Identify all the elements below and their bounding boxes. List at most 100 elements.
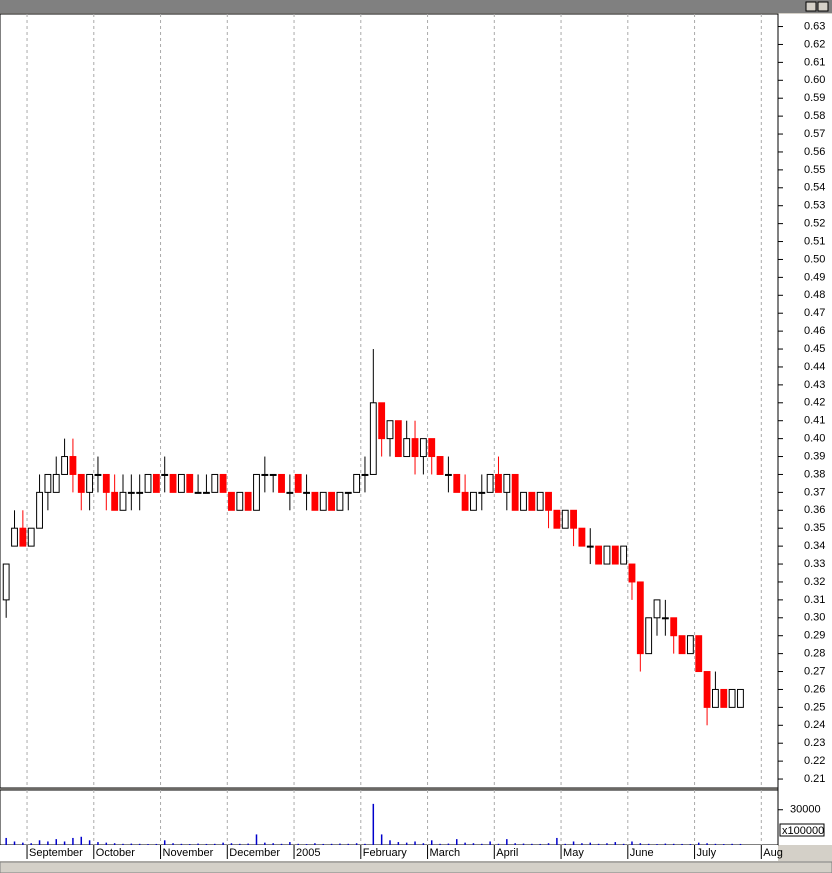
candle-body bbox=[169, 473, 177, 493]
y-tick-label: 0.28 bbox=[804, 648, 825, 660]
y-tick-label: 0.33 bbox=[804, 558, 825, 570]
candle-body bbox=[353, 473, 361, 493]
volume-unit: x100000 bbox=[782, 825, 824, 837]
y-tick-label: 0.35 bbox=[804, 522, 825, 534]
candle-body bbox=[261, 473, 269, 476]
x-tick-label: Aug bbox=[763, 847, 783, 859]
y-tick-label: 0.39 bbox=[804, 450, 825, 462]
candle-body bbox=[403, 438, 411, 458]
y-tick-label: 0.24 bbox=[804, 719, 825, 731]
y-tick-label: 0.43 bbox=[804, 379, 825, 391]
candle-body bbox=[211, 473, 219, 493]
candle-body bbox=[336, 491, 344, 511]
candle-body bbox=[586, 545, 594, 548]
y-tick-label: 0.56 bbox=[804, 146, 825, 158]
y-tick-label: 0.50 bbox=[804, 253, 825, 265]
y-tick-label: 0.27 bbox=[804, 665, 825, 677]
candle-body bbox=[194, 491, 202, 494]
x-tick-label: February bbox=[363, 847, 408, 859]
y-tick-label: 0.32 bbox=[804, 576, 825, 588]
x-tick-label: November bbox=[163, 847, 214, 859]
y-tick-label: 0.49 bbox=[804, 271, 825, 283]
date-axis bbox=[0, 845, 778, 861]
candle-body bbox=[470, 491, 477, 511]
candle-body bbox=[269, 473, 277, 476]
y-tick-label: 0.60 bbox=[804, 74, 825, 86]
minimize-button[interactable] bbox=[805, 1, 817, 12]
x-tick-label: December bbox=[229, 847, 280, 859]
candle-body bbox=[378, 402, 386, 440]
x-tick-label: May bbox=[563, 847, 584, 859]
candle-body bbox=[545, 491, 552, 511]
y-tick-label: 0.31 bbox=[804, 594, 825, 606]
candle-body bbox=[695, 635, 703, 673]
candle-body bbox=[436, 456, 444, 475]
candle-body bbox=[161, 473, 169, 476]
candle-body bbox=[319, 491, 327, 511]
scroll-bar[interactable] bbox=[0, 861, 832, 873]
candle-body bbox=[61, 456, 69, 475]
candle-body bbox=[486, 473, 494, 493]
candle-body bbox=[411, 438, 419, 458]
volume-panel bbox=[0, 789, 779, 846]
y-tick-label: 0.25 bbox=[804, 701, 825, 713]
y-tick-label: 0.58 bbox=[804, 110, 825, 122]
y-tick-label: 0.42 bbox=[804, 397, 825, 409]
candle-body bbox=[236, 491, 244, 511]
candle-body bbox=[186, 473, 194, 493]
candle-body bbox=[86, 473, 94, 493]
y-tick-label: 0.54 bbox=[804, 182, 825, 194]
candle-body bbox=[144, 473, 152, 493]
y-tick-label: 0.29 bbox=[804, 630, 825, 642]
candle-body bbox=[344, 491, 352, 494]
candle-body bbox=[278, 473, 285, 493]
candle-body bbox=[52, 473, 60, 493]
y-tick-label: 0.34 bbox=[804, 540, 825, 552]
y-tick-label: 0.40 bbox=[804, 433, 825, 445]
candle-body bbox=[386, 420, 394, 440]
candle-body bbox=[511, 473, 519, 511]
y-tick-label: 0.57 bbox=[804, 128, 825, 140]
candle-body bbox=[94, 473, 102, 476]
y-tick-label: 0.55 bbox=[804, 164, 825, 176]
candle-body bbox=[678, 635, 686, 655]
candle-body bbox=[27, 527, 35, 547]
y-tick-label: 0.36 bbox=[804, 504, 825, 516]
candle-body bbox=[111, 491, 119, 511]
y-tick-label: 0.21 bbox=[804, 773, 825, 785]
close-button[interactable] bbox=[817, 1, 829, 12]
candle-body bbox=[36, 491, 43, 529]
candle-body bbox=[686, 635, 694, 655]
candle-body bbox=[628, 563, 636, 583]
candle-body bbox=[303, 491, 310, 494]
y-tick-label: 0.38 bbox=[804, 468, 825, 480]
volume-tick-label: 30000 bbox=[790, 804, 821, 816]
title-bar bbox=[0, 0, 832, 13]
price-panel bbox=[0, 13, 779, 789]
y-tick-label: 0.37 bbox=[804, 486, 825, 498]
candle-body bbox=[728, 688, 736, 708]
y-tick-label: 0.41 bbox=[804, 415, 825, 427]
candle-body bbox=[595, 545, 603, 565]
axis-panel bbox=[778, 14, 832, 845]
candle-body bbox=[253, 473, 260, 511]
candle-body bbox=[653, 599, 661, 619]
candle-body bbox=[561, 509, 569, 529]
candle-body bbox=[419, 438, 427, 458]
candle-body bbox=[670, 617, 678, 637]
candle-body bbox=[428, 438, 436, 458]
candle-body bbox=[737, 688, 744, 708]
candle-body bbox=[578, 527, 586, 547]
candle-body bbox=[19, 527, 27, 547]
candle-body bbox=[69, 456, 77, 475]
candle-body bbox=[528, 491, 536, 511]
x-tick-label: 2005 bbox=[296, 847, 320, 859]
x-tick-label: October bbox=[96, 847, 135, 859]
candle-body bbox=[720, 688, 728, 708]
candle-body bbox=[711, 688, 719, 708]
candle-body bbox=[520, 491, 527, 511]
candle-body bbox=[478, 491, 486, 494]
candle-body bbox=[177, 473, 185, 493]
candle-body bbox=[536, 491, 544, 511]
